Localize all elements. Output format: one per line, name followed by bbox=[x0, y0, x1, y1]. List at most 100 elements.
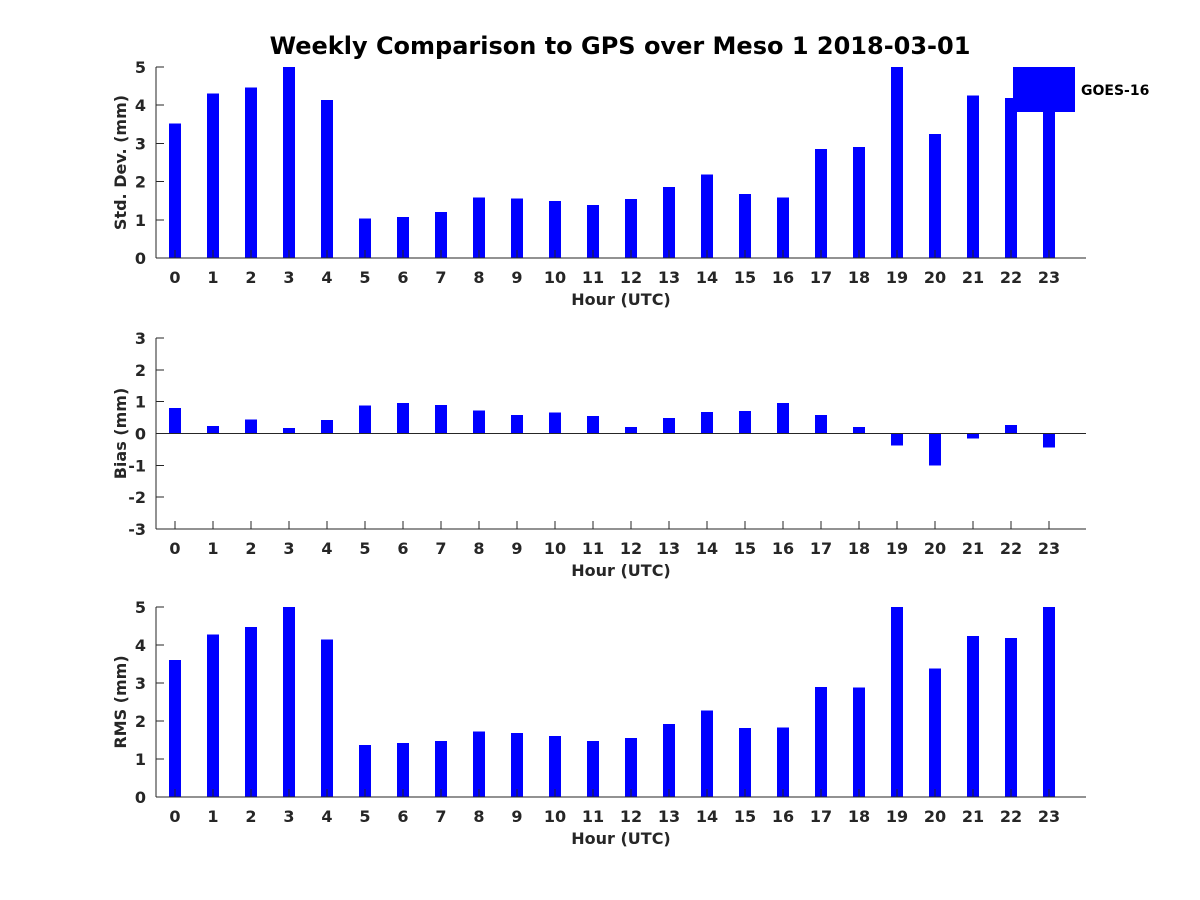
x-tick-label: 5 bbox=[359, 807, 370, 826]
x-tick-label: 18 bbox=[848, 268, 870, 287]
bar-hour-10 bbox=[549, 736, 561, 797]
x-tick-label: 8 bbox=[473, 268, 484, 287]
bar-hour-6 bbox=[397, 217, 409, 258]
bar-hour-16 bbox=[777, 402, 789, 434]
bar-hour-6 bbox=[397, 743, 409, 797]
y-tick-label: 4 bbox=[135, 636, 146, 655]
x-tick-label: 7 bbox=[435, 268, 446, 287]
bar-hour-23 bbox=[1043, 433, 1055, 448]
bar-hour-15 bbox=[739, 411, 751, 434]
bar-hour-17 bbox=[815, 149, 827, 258]
y-axis-label: RMS (mm) bbox=[111, 655, 130, 748]
bar-hour-1 bbox=[207, 634, 219, 797]
bar-hour-23 bbox=[1043, 607, 1055, 797]
bar-hour-7 bbox=[435, 212, 447, 258]
x-tick-label: 9 bbox=[511, 268, 522, 287]
bar-hour-22 bbox=[1005, 637, 1017, 797]
x-tick-label: 12 bbox=[620, 539, 642, 558]
x-tick-label: 17 bbox=[810, 268, 832, 287]
x-tick-label: 19 bbox=[886, 268, 908, 287]
x-tick-label: 10 bbox=[544, 807, 566, 826]
bar-hour-18 bbox=[853, 147, 865, 258]
x-tick-label: 6 bbox=[397, 807, 408, 826]
x-tick-label: 14 bbox=[696, 268, 718, 287]
x-tick-label: 8 bbox=[473, 539, 484, 558]
x-tick-label: 22 bbox=[1000, 539, 1022, 558]
bar-hour-14 bbox=[701, 710, 713, 797]
x-tick-label: 13 bbox=[658, 539, 680, 558]
x-tick-label: 17 bbox=[810, 807, 832, 826]
y-axis-label: Bias (mm) bbox=[111, 388, 130, 480]
bar-hour-7 bbox=[435, 741, 447, 797]
bar-hour-4 bbox=[321, 100, 333, 258]
bar-hour-11 bbox=[587, 415, 599, 434]
x-tick-label: 4 bbox=[321, 268, 332, 287]
x-tick-label: 23 bbox=[1038, 268, 1060, 287]
x-tick-label: 16 bbox=[772, 539, 794, 558]
y-tick-label: 3 bbox=[135, 134, 146, 153]
bar-hour-12 bbox=[625, 738, 637, 797]
x-tick-label: 1 bbox=[207, 539, 218, 558]
y-tick-label: 2 bbox=[135, 712, 146, 731]
bar-hour-3 bbox=[283, 607, 295, 797]
bar-hour-3 bbox=[283, 67, 295, 258]
bar-hour-12 bbox=[625, 199, 637, 258]
x-tick-label: 7 bbox=[435, 807, 446, 826]
x-tick-label: 1 bbox=[207, 268, 218, 287]
bar-hour-7 bbox=[435, 404, 447, 434]
x-tick-label: 23 bbox=[1038, 539, 1060, 558]
bar-hour-20 bbox=[929, 668, 941, 797]
y-tick-label: 2 bbox=[135, 173, 146, 192]
bar-hour-9 bbox=[511, 198, 523, 258]
bar-hour-16 bbox=[777, 727, 789, 797]
bar-hour-14 bbox=[701, 412, 713, 434]
x-tick-label: 2 bbox=[245, 807, 256, 826]
bar-hour-10 bbox=[549, 201, 561, 258]
bar-hour-1 bbox=[207, 426, 219, 434]
y-tick-label: 5 bbox=[135, 598, 146, 617]
bar-hour-19 bbox=[891, 67, 903, 258]
x-tick-label: 22 bbox=[1000, 268, 1022, 287]
bar-hour-4 bbox=[321, 639, 333, 797]
bar-hour-11 bbox=[587, 741, 599, 797]
bar-hour-2 bbox=[245, 419, 257, 434]
bar-hour-12 bbox=[625, 427, 637, 434]
x-tick-label: 21 bbox=[962, 539, 984, 558]
bar-hour-0 bbox=[169, 660, 181, 797]
y-tick-label: 4 bbox=[135, 96, 146, 115]
x-tick-label: 21 bbox=[962, 268, 984, 287]
bar-hour-17 bbox=[815, 415, 827, 434]
x-tick-label: 0 bbox=[169, 268, 180, 287]
x-tick-label: 4 bbox=[321, 807, 332, 826]
y-tick-label: 2 bbox=[135, 361, 146, 380]
x-tick-label: 16 bbox=[772, 807, 794, 826]
bar-hour-23 bbox=[1043, 67, 1055, 258]
bar-hour-18 bbox=[853, 427, 865, 434]
x-tick-label: 19 bbox=[886, 539, 908, 558]
x-tick-label: 8 bbox=[473, 807, 484, 826]
chart-title: Weekly Comparison to GPS over Meso 1 201… bbox=[270, 32, 971, 60]
bar-hour-16 bbox=[777, 197, 789, 258]
x-axis-label: Hour (UTC) bbox=[571, 290, 671, 309]
x-tick-label: 0 bbox=[169, 807, 180, 826]
y-tick-label: 5 bbox=[135, 58, 146, 77]
x-tick-label: 5 bbox=[359, 539, 370, 558]
x-tick-label: 3 bbox=[283, 807, 294, 826]
x-tick-label: 20 bbox=[924, 807, 946, 826]
bar-hour-11 bbox=[587, 204, 599, 258]
bar-hour-5 bbox=[359, 218, 371, 258]
bar-hour-10 bbox=[549, 412, 561, 434]
bar-hour-22 bbox=[1005, 97, 1017, 258]
x-tick-label: 2 bbox=[245, 539, 256, 558]
x-tick-label: 0 bbox=[169, 539, 180, 558]
x-tick-label: 18 bbox=[848, 539, 870, 558]
bar-hour-13 bbox=[663, 418, 675, 434]
x-tick-label: 18 bbox=[848, 807, 870, 826]
bar-hour-19 bbox=[891, 607, 903, 797]
x-tick-label: 16 bbox=[772, 268, 794, 287]
y-tick-label: 0 bbox=[135, 788, 146, 807]
bar-hour-0 bbox=[169, 123, 181, 258]
bar-hour-2 bbox=[245, 627, 257, 797]
